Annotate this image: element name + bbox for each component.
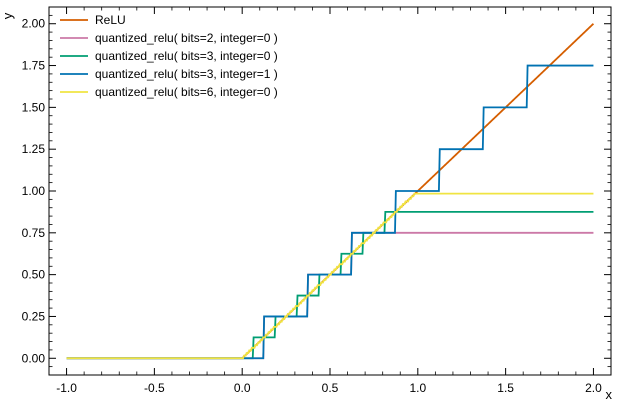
legend: ReLU quantized_relu( bits=2, integer=0 ) q… <box>60 13 278 99</box>
y-tick-label: 0.00 <box>22 351 46 365</box>
ticks-layer: -1.0 -0.5 0.0 0.5 1.0 1.5 2.0 0.00 0.25 0.50 0.75 1… <box>22 6 612 395</box>
y-tick-label: 1.75 <box>22 59 46 73</box>
legend-label-3: quantized_relu( bits=3, integer=1 ) <box>95 67 278 81</box>
y-tick-label: 2.00 <box>22 17 46 31</box>
y-tick-label: 0.25 <box>22 309 46 323</box>
x-tick-label: 1.0 <box>409 381 426 395</box>
y-tick-label: 1.00 <box>22 184 46 198</box>
x-tick-label: 1.5 <box>497 381 514 395</box>
x-tick-label: -0.5 <box>144 381 165 395</box>
y-tick-label: 0.75 <box>22 226 46 240</box>
series-line-4 <box>66 192 594 360</box>
x-tick-label: 2.0 <box>585 381 602 395</box>
x-tick-label: 0.0 <box>234 381 251 395</box>
x-tick-label: 0.5 <box>322 381 339 395</box>
series-layer <box>66 23 595 360</box>
y-tick-label: 1.50 <box>22 100 46 114</box>
y-axis-label: y <box>0 12 15 19</box>
x-tick-label: -1.0 <box>56 381 77 395</box>
legend-label-1: quantized_relu( bits=2, integer=0 ) <box>95 31 278 45</box>
legend-label-4: quantized_relu( bits=6, integer=0 ) <box>95 85 278 99</box>
y-tick-label: 0.50 <box>22 268 46 282</box>
series-line-1 <box>66 231 594 360</box>
series-line-2 <box>66 211 594 360</box>
y-tick-label: 1.25 <box>22 142 46 156</box>
legend-label-2: quantized_relu( bits=3, integer=0 ) <box>95 49 278 63</box>
x-axis-label: x <box>606 387 613 402</box>
legend-label-0: ReLU <box>95 13 126 27</box>
